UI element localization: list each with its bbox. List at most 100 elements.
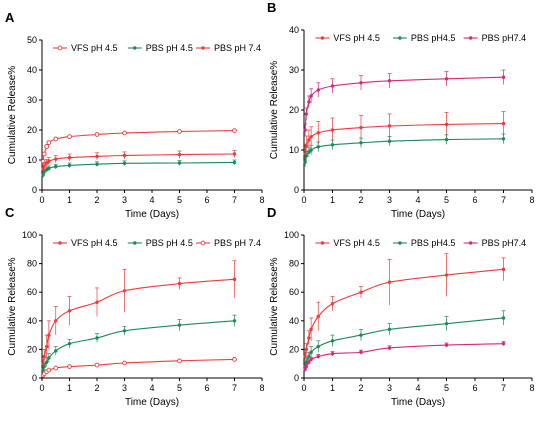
data-point: [307, 354, 311, 359]
x-tick-label: 2: [358, 195, 363, 205]
data-point: [67, 341, 72, 346]
y-axis-label: Cumulative Release%: [7, 257, 18, 355]
legend-marker: [468, 241, 473, 245]
data-point: [122, 130, 127, 136]
data-point: [307, 336, 311, 340]
data-point: [303, 160, 307, 164]
legend-label: PBS pH 7.4: [214, 43, 261, 53]
data-point: [47, 356, 51, 360]
data-point: [232, 152, 237, 156]
legend-label: PBS pH7.4: [482, 33, 527, 43]
data-point: [232, 277, 237, 282]
x-tick-label: 5: [444, 195, 449, 205]
data-point: [67, 134, 72, 139]
y-tick-label: 20: [27, 344, 37, 354]
data-point: [46, 367, 52, 373]
y-tick-label: 10: [289, 145, 299, 155]
series-2: [41, 314, 237, 373]
data-point: [304, 154, 308, 158]
legend-marker: [398, 36, 402, 40]
legend-label: VFS pH 4.5: [333, 238, 380, 248]
series-line: [42, 358, 235, 376]
data-point: [444, 122, 449, 127]
data-point: [304, 347, 308, 352]
data-point: [67, 309, 72, 313]
x-axis-label: Time (Days): [391, 209, 445, 220]
data-point: [501, 267, 506, 272]
series-line: [304, 76, 504, 131]
y-axis-label: Cumulative Release%: [7, 66, 18, 164]
x-tick-label: 8: [529, 195, 534, 205]
data-point: [309, 327, 313, 332]
series-line: [42, 153, 235, 170]
data-point: [359, 125, 363, 130]
data-point: [307, 138, 311, 142]
y-tick-label: 0: [32, 373, 37, 383]
data-point: [177, 161, 182, 165]
panel-letter: C: [5, 205, 15, 220]
x-axis-label: Time (Days): [391, 397, 445, 408]
series-1: [303, 253, 506, 361]
y-tick-label: 20: [289, 344, 299, 354]
legend-item: VFS pH 4.5: [315, 33, 380, 43]
series-3: [40, 357, 237, 378]
data-point: [387, 79, 392, 83]
x-tick-label: 2: [94, 383, 99, 393]
data-point: [95, 162, 99, 166]
x-tick-label: 6: [204, 195, 209, 205]
data-point: [307, 100, 311, 104]
x-tick-label: 0: [301, 383, 306, 393]
series-3: [303, 69, 506, 136]
legend-label: PBS pH 4.5: [146, 238, 193, 248]
legend-label: PBS pH 4.5: [146, 43, 193, 53]
y-tick-label: 60: [27, 287, 37, 297]
x-tick-label: 1: [330, 195, 335, 205]
x-tick-label: 1: [67, 195, 72, 205]
legend-marker: [320, 241, 325, 245]
data-point: [307, 360, 311, 364]
data-point: [309, 357, 313, 362]
x-tick-label: 7: [501, 383, 506, 393]
data-point: [53, 365, 59, 371]
data-point: [501, 75, 506, 79]
legend-item: PBS pH4.5: [392, 238, 455, 248]
y-tick-label: 0: [294, 185, 299, 195]
legend-marker: [201, 46, 205, 50]
data-point: [303, 354, 307, 359]
legend-marker: [133, 241, 137, 245]
x-tick-label: 1: [67, 383, 72, 393]
data-point: [177, 358, 182, 364]
y-tick-label: 100: [284, 230, 299, 240]
data-point: [307, 150, 311, 154]
data-point: [303, 128, 307, 132]
legend-label: PBS pH 7.4: [214, 238, 261, 248]
data-point: [309, 135, 313, 139]
data-point: [501, 121, 506, 126]
chart-panel-b: B 0 1 2 3 4 5 6 7 8 0 10 20 30 40 Time (Days) Cumulative…: [267, 0, 535, 220]
y-axis-label: Cumulative Release%: [269, 61, 280, 159]
data-point: [122, 329, 127, 333]
x-tick-label: 6: [204, 383, 209, 393]
legend-marker: [320, 36, 325, 40]
data-point: [387, 327, 392, 332]
data-point: [304, 112, 308, 116]
legend-item: PBS pH4.5: [392, 33, 455, 43]
data-point: [501, 341, 506, 346]
x-tick-label: 4: [415, 383, 420, 393]
x-tick-label: 8: [259, 383, 264, 393]
data-point: [330, 351, 335, 356]
legend-item: PBS pH 4.5: [127, 43, 193, 53]
legend-item: PBS pH 4.5: [127, 238, 193, 248]
series-3: [41, 150, 237, 173]
data-point: [359, 141, 363, 145]
legend-marker: [133, 46, 137, 50]
x-tick-label: 7: [232, 383, 237, 393]
y-tick-label: 20: [289, 105, 299, 115]
x-tick-label: 3: [387, 195, 392, 205]
data-point: [501, 316, 506, 320]
y-tick-label: 60: [289, 287, 299, 297]
x-tick-label: 7: [232, 195, 237, 205]
data-point: [46, 140, 52, 145]
